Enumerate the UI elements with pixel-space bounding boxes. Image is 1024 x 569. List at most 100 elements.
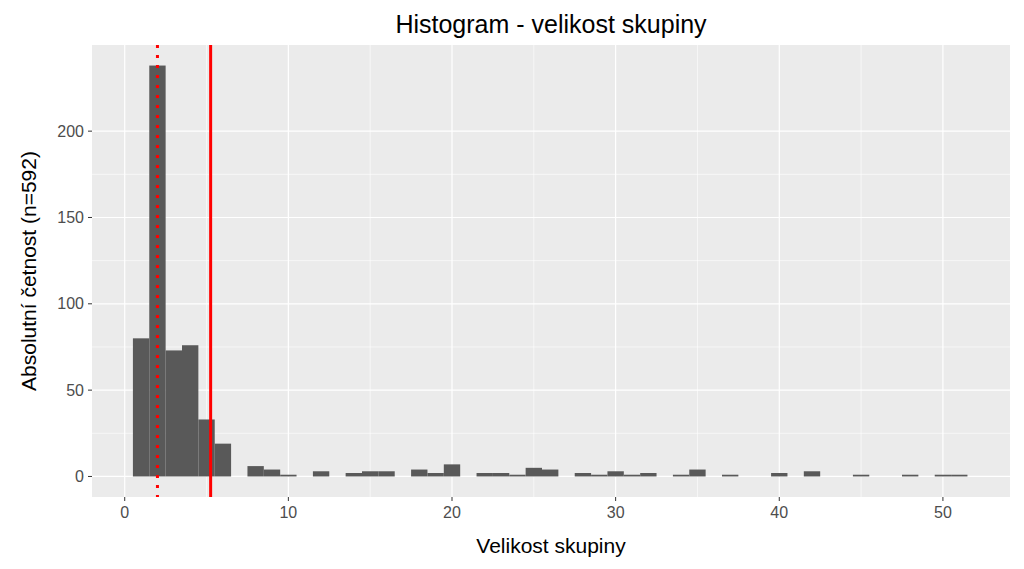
- bar: [804, 471, 820, 476]
- tick: [288, 497, 289, 501]
- minor-grid-line: [697, 45, 698, 497]
- bar: [427, 473, 443, 476]
- minor-grid-line: [92, 174, 1010, 175]
- bar: [460, 476, 476, 477]
- bar: [657, 476, 673, 477]
- tick-label: 10: [279, 504, 297, 521]
- grid-line: [92, 131, 1010, 132]
- minor-grid-line: [861, 45, 862, 497]
- tick: [88, 476, 92, 477]
- bar: [787, 476, 803, 477]
- bar: [640, 473, 656, 476]
- bar: [378, 471, 394, 476]
- tick-label: 20: [443, 504, 461, 521]
- bar: [542, 470, 558, 477]
- bar: [166, 350, 182, 476]
- tick: [88, 131, 92, 132]
- bar: [951, 475, 967, 477]
- bar: [198, 419, 214, 476]
- plot-background: [92, 45, 1010, 497]
- tick-label: 100: [57, 295, 84, 312]
- grid-line: [92, 303, 1010, 304]
- y-axis-label: Absolutní četnost (n=592): [17, 151, 40, 391]
- bar: [918, 476, 934, 477]
- bar: [411, 470, 427, 477]
- bar: [771, 473, 787, 476]
- bar: [247, 466, 263, 476]
- grid-line: [451, 45, 452, 497]
- minor-grid-line: [92, 346, 1010, 347]
- grid: [92, 45, 1010, 497]
- bar: [837, 476, 853, 477]
- bar: [231, 476, 247, 477]
- axes: 0 10 20 30 40 50 0 50 100 150 200: [57, 123, 952, 521]
- bar: [591, 475, 607, 477]
- minor-grid-line: [92, 433, 1010, 434]
- tick: [942, 497, 943, 501]
- bar: [313, 471, 329, 476]
- bar: [558, 476, 574, 477]
- tick: [779, 497, 780, 501]
- bar: [607, 471, 623, 476]
- bar: [362, 471, 378, 476]
- bar: [575, 473, 591, 476]
- tick: [88, 390, 92, 391]
- bar: [526, 468, 542, 477]
- tick-label: 0: [75, 468, 84, 485]
- minor-grid-line: [533, 45, 534, 497]
- tick: [615, 497, 616, 501]
- bar: [902, 475, 918, 477]
- tick: [88, 217, 92, 218]
- bar: [935, 475, 951, 477]
- grid-line: [92, 217, 1010, 218]
- bar: [215, 444, 231, 477]
- bar: [706, 476, 722, 477]
- bar: [624, 475, 640, 477]
- minor-grid-line: [370, 45, 371, 497]
- bar: [182, 345, 198, 476]
- tick: [452, 497, 453, 501]
- tick-label: 50: [934, 504, 952, 521]
- bar: [444, 464, 460, 476]
- bar: [673, 475, 689, 477]
- grid-line: [615, 45, 616, 497]
- bar: [820, 476, 836, 477]
- bar: [264, 470, 280, 477]
- bar: [509, 475, 525, 477]
- bar: [722, 475, 738, 477]
- tick: [124, 497, 125, 501]
- grid-line: [288, 45, 289, 497]
- bar: [346, 473, 362, 476]
- bar: [689, 470, 705, 477]
- bar: [755, 476, 771, 477]
- bar: [133, 338, 149, 476]
- bar: [280, 475, 296, 477]
- bar: [395, 476, 411, 477]
- bar: [329, 476, 345, 477]
- tick-label: 0: [120, 504, 129, 521]
- reference-line: [209, 45, 212, 497]
- bar: [738, 476, 754, 477]
- minor-grid-line: [92, 260, 1010, 261]
- x-axis-label: Velikost skupiny: [476, 534, 626, 557]
- plot-area: [133, 45, 968, 497]
- tick-label: 150: [57, 209, 84, 226]
- chart: 0 10 20 30 40 50 0 50 100 150 200 Histogram - velik…: [0, 0, 1024, 569]
- bar: [886, 476, 902, 477]
- bar: [853, 475, 869, 477]
- tick-label: 40: [770, 504, 788, 521]
- grid-line: [942, 45, 943, 497]
- title: Histogram - velikost skupiny: [395, 10, 707, 38]
- tick-label: 30: [607, 504, 625, 521]
- grid-line: [92, 390, 1010, 391]
- grid-line: [779, 45, 780, 497]
- bar: [869, 476, 885, 477]
- bar: [297, 476, 313, 477]
- tick: [88, 303, 92, 304]
- tick-label: 200: [57, 123, 84, 140]
- tick-label: 50: [66, 382, 84, 399]
- grid-line: [124, 45, 125, 497]
- reference-line: [156, 45, 159, 497]
- bar: [493, 473, 509, 476]
- bar: [477, 473, 493, 476]
